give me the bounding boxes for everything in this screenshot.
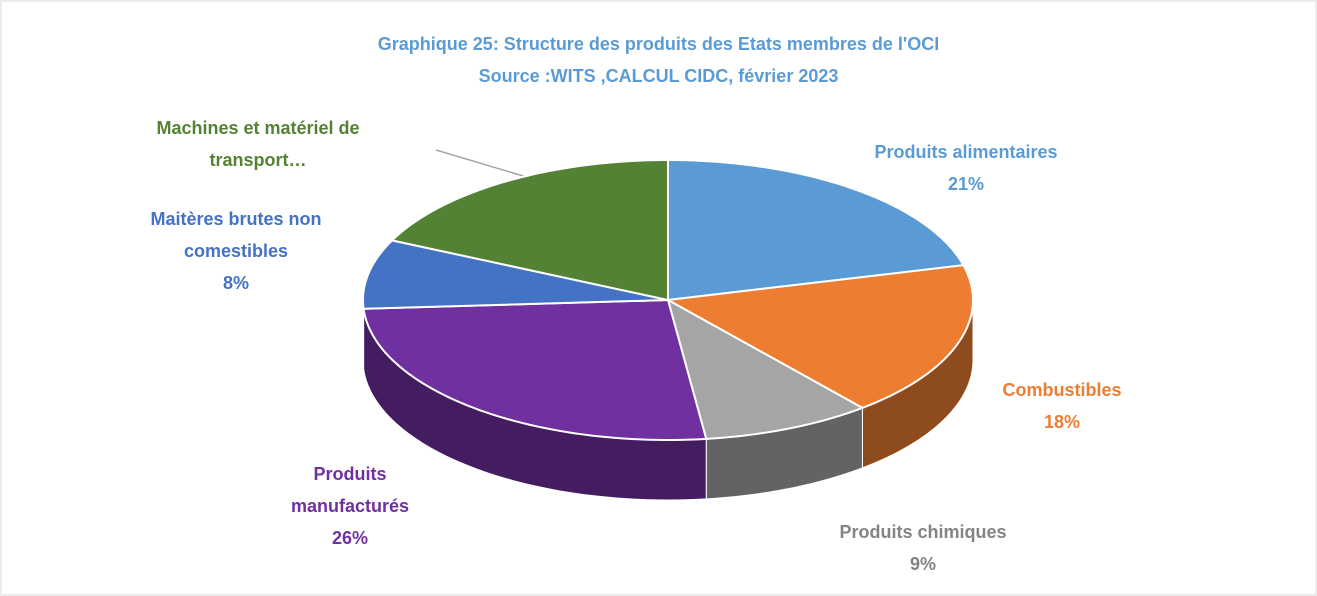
category-label: Produits chimiques: [839, 522, 1007, 542]
slice: [362, 298, 708, 441]
slice: [389, 158, 669, 302]
value-label: 18%: [1043, 412, 1081, 432]
data-label: Machines et matériel de transport…: [123, 112, 393, 176]
value-label: 8%: [222, 273, 249, 293]
leader-line: [435, 149, 531, 179]
data-label: Produits manufacturés 26%: [255, 458, 445, 554]
category-label: Produits manufacturés: [290, 464, 410, 516]
value-label: 26%: [331, 528, 369, 548]
category-label: Machines et matériel de transport…: [156, 118, 360, 170]
value-label: 21%: [947, 174, 985, 194]
category-label: Produits alimentaires: [874, 142, 1058, 162]
chart-subtitle: Source :WITS ,CALCUL CIDC, février 2023: [478, 66, 839, 86]
slice: [664, 264, 974, 409]
data-label: Combustibles 18%: [962, 374, 1162, 438]
data-label: Produits chimiques 9%: [793, 516, 1053, 580]
slice: [666, 297, 865, 440]
slice: [362, 239, 669, 310]
value-label: 9%: [909, 554, 936, 574]
chart-title: Graphique 25: Structure des produits des…: [377, 34, 940, 54]
data-label: Produits alimentaires 21%: [826, 136, 1106, 200]
category-label: Maitères brutes non comestibles: [150, 209, 322, 261]
category-label: Combustibles: [1002, 380, 1122, 400]
data-label: Maitères brutes non comestibles 8%: [111, 203, 361, 299]
slice: [667, 158, 966, 302]
